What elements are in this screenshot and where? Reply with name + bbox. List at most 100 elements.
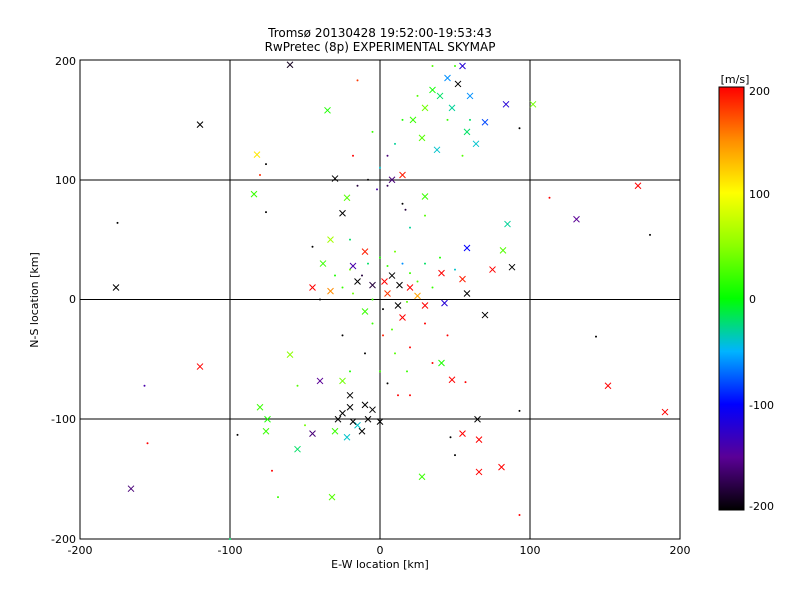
data-point-x-marker	[309, 284, 316, 291]
data-point-x-marker	[196, 121, 204, 129]
data-point-x-marker	[349, 262, 357, 270]
data-point-dot	[431, 361, 434, 364]
y-tick-labels: -200 -100 0 100 200	[51, 55, 76, 546]
data-point-x-marker	[364, 415, 372, 423]
data-point-x-marker	[388, 272, 396, 279]
data-point-dot	[259, 173, 261, 176]
data-point-dot	[518, 409, 521, 412]
data-point-x-marker	[331, 427, 339, 435]
data-point-dot	[461, 154, 464, 157]
data-point-x-marker	[418, 473, 426, 481]
data-point-dot	[386, 184, 389, 187]
data-point-dot	[548, 196, 551, 199]
data-point-dot	[386, 382, 389, 385]
data-point-x-marker	[481, 118, 489, 126]
data-point-dot	[371, 130, 374, 133]
data-point-dot	[394, 142, 396, 145]
data-point-x-marker	[361, 401, 369, 409]
data-point-dot	[382, 308, 384, 311]
data-point-dot	[391, 328, 393, 331]
data-point-dot	[371, 298, 374, 301]
data-point-dot	[409, 394, 411, 397]
data-point-dot	[265, 211, 267, 214]
data-point-x-marker	[508, 263, 516, 271]
data-point-x-marker	[319, 260, 327, 267]
data-point-x-marker	[369, 281, 376, 289]
data-point-x-marker	[384, 290, 391, 297]
data-point-dot	[409, 272, 411, 275]
data-point-dot	[454, 64, 456, 67]
y-tick-label: 0	[69, 293, 76, 306]
colorbar	[718, 86, 745, 511]
data-point-dot	[352, 292, 354, 295]
data-point-x-marker	[406, 284, 414, 291]
data-points	[112, 61, 669, 540]
data-point-x-marker	[262, 427, 270, 435]
data-point-x-marker	[421, 104, 429, 112]
data-point-dot	[469, 118, 471, 121]
data-point-x-marker	[472, 140, 480, 148]
x-tick-label: 0	[377, 544, 384, 557]
data-point-x-marker	[444, 74, 451, 82]
data-point-x-marker	[346, 403, 354, 411]
data-point-dot	[334, 274, 336, 277]
data-point-x-marker	[349, 418, 357, 425]
data-point-x-marker	[481, 311, 489, 319]
y-tick-label: -200	[51, 533, 76, 546]
data-point-dot	[449, 436, 452, 439]
data-point-dot	[349, 238, 351, 241]
data-point-x-marker	[499, 247, 507, 254]
data-point-dot	[404, 208, 407, 211]
data-point-x-marker	[661, 408, 669, 416]
data-point-dot	[356, 79, 359, 82]
data-point-x-marker	[112, 284, 120, 291]
data-point-x-marker	[438, 359, 445, 367]
data-point-dot	[311, 245, 314, 248]
data-point-x-marker	[573, 215, 580, 223]
data-point-x-marker	[459, 275, 466, 283]
data-point-x-marker	[376, 418, 384, 425]
data-point-dot	[595, 335, 597, 338]
data-point-dot	[341, 334, 344, 337]
data-point-dot	[424, 214, 426, 217]
data-point-dot	[406, 370, 408, 373]
x-tick-label: -100	[218, 544, 243, 557]
chart-subtitle: RwPretec (8p) EXPERIMENTAL SKYMAP	[265, 40, 496, 54]
data-point-x-marker	[339, 409, 346, 417]
data-point-x-marker	[328, 493, 336, 501]
data-point-x-marker	[459, 430, 466, 437]
colorbar-tick-label: 100	[749, 188, 770, 201]
data-point-dot	[277, 496, 279, 499]
data-point-dot	[236, 433, 239, 436]
data-point-x-marker	[448, 104, 456, 112]
data-point-dot	[431, 64, 434, 67]
data-point-x-marker	[354, 421, 361, 429]
data-point-dot	[397, 394, 399, 397]
data-point-x-marker	[463, 244, 471, 252]
data-point-dot	[265, 163, 267, 166]
data-point-dot	[409, 346, 411, 349]
data-point-dot	[382, 334, 384, 337]
data-point-x-marker	[361, 248, 369, 255]
colorbar-label: [m/s]	[721, 73, 750, 86]
data-point-dot	[349, 370, 351, 373]
data-point-x-marker	[498, 463, 505, 471]
data-point-x-marker	[433, 146, 441, 154]
data-point-dot	[386, 264, 389, 267]
data-point-dot	[394, 250, 396, 253]
data-point-x-marker	[346, 391, 354, 399]
data-point-dot	[229, 538, 231, 540]
data-point-x-marker	[343, 194, 351, 202]
data-point-dot	[409, 226, 411, 229]
x-tick-label: 100	[520, 544, 541, 557]
data-point-x-marker	[253, 151, 261, 158]
data-point-dot	[439, 256, 441, 259]
data-point-dot	[371, 322, 374, 325]
data-point-dot	[364, 352, 366, 355]
data-point-x-marker	[441, 299, 448, 307]
data-point-x-marker	[459, 62, 466, 70]
data-point-x-marker	[489, 266, 496, 273]
data-point-dot	[446, 334, 449, 337]
data-point-x-marker	[294, 445, 301, 453]
data-point-x-marker	[454, 80, 462, 88]
